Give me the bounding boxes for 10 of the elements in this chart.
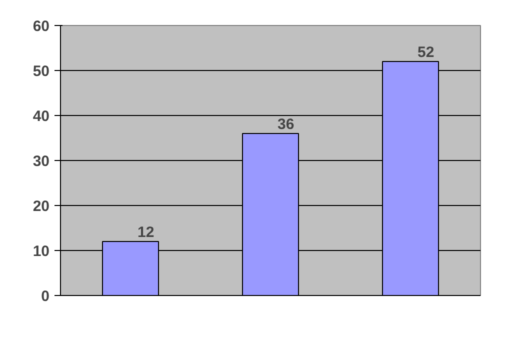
y-tick-label: 20 [32,198,50,215]
y-tick-label: 40 [32,108,50,125]
y-tick-label: 10 [32,243,50,260]
y-tick-label: 60 [32,18,50,35]
y-tick-label: 0 [41,288,50,305]
y-tick-label: 50 [32,63,50,80]
data-label: 36 [278,116,294,133]
data-label: 12 [138,224,154,241]
data-label: 52 [418,44,434,61]
y-tick-label: 30 [32,153,50,170]
